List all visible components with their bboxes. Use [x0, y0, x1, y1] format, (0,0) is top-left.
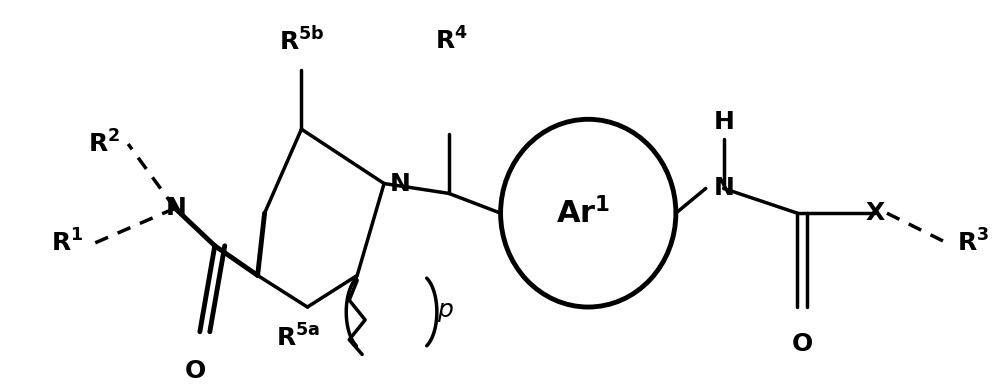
Text: $\bf{O}$: $\bf{O}$ — [184, 360, 206, 383]
Text: $\bf{Ar}^{\bf{1}}$: $\bf{Ar}^{\bf{1}}$ — [556, 197, 611, 229]
Text: $\bf{N}$: $\bf{N}$ — [165, 196, 186, 220]
Text: $\bf{N}$: $\bf{N}$ — [714, 176, 734, 200]
Text: $\bf{R}^{\bf{1}}$: $\bf{R}^{\bf{1}}$ — [51, 229, 84, 256]
Text: $\bf{R}^{\bf{2}}$: $\bf{R}^{\bf{2}}$ — [88, 130, 120, 158]
Text: $\bf{X}$: $\bf{X}$ — [864, 201, 885, 225]
Text: $\bf{N}$: $\bf{N}$ — [389, 172, 410, 195]
Text: $\bf{R}^{\bf{4}}$: $\bf{R}^{\bf{4}}$ — [435, 28, 468, 55]
Text: $\bf{R}^{\bf{3}}$: $\bf{R}^{\bf{3}}$ — [957, 229, 989, 256]
Text: $\bf{R}^{\bf{5b}}$: $\bf{R}^{\bf{5b}}$ — [278, 27, 324, 55]
Text: $\bf{H}$: $\bf{H}$ — [714, 110, 734, 134]
Text: $\bf{O}$: $\bf{O}$ — [791, 332, 813, 356]
Text: $\bf{R}^{\bf{5a}}$: $\bf{R}^{\bf{5a}}$ — [275, 325, 319, 352]
Text: $\it{p}$: $\it{p}$ — [437, 300, 454, 324]
